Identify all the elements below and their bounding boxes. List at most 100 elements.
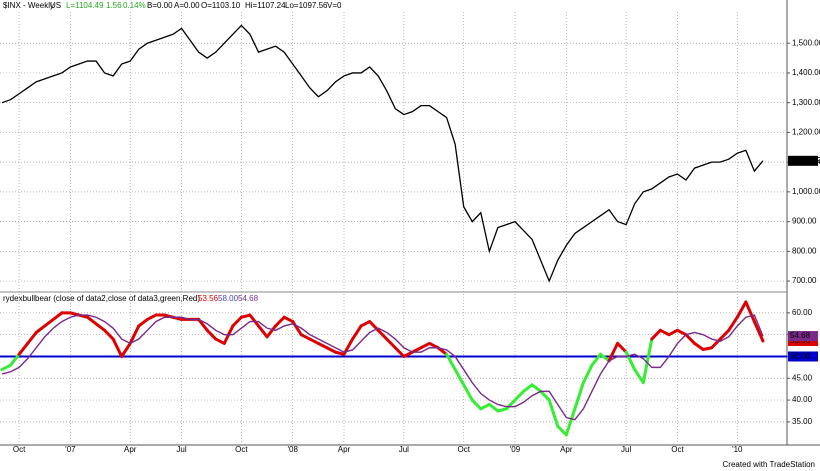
indicator-segment: [727, 315, 739, 332]
x-tick-label: Apr: [124, 445, 137, 454]
indicator-segment: [111, 337, 124, 358]
indicator-segment: [51, 311, 64, 321]
indicator-segment: [599, 352, 611, 363]
indicator-segment: [658, 328, 671, 337]
indicator-segment: [402, 350, 414, 358]
indicator-segment: [94, 322, 107, 332]
indicator-segment: [564, 407, 577, 437]
indicator-segment: [86, 315, 98, 326]
indicator-segment: [718, 328, 731, 341]
indicator-segment: [675, 328, 688, 337]
indicator-segment: [470, 398, 483, 411]
x-tick-label: Oct: [13, 445, 26, 454]
indicator-segment: [693, 341, 705, 352]
y-tick-label: 40.00: [792, 395, 813, 404]
indicator-segment: [667, 328, 679, 337]
y-tick-label: 35.00: [792, 417, 813, 426]
indicator-segment: [265, 324, 278, 339]
footer: Created with TradeStation: [723, 460, 816, 469]
indicator-segment: [539, 389, 551, 402]
reference-box: [788, 351, 818, 362]
x-tick-label: Jul: [399, 445, 409, 454]
indicator-segment: [103, 328, 115, 341]
detail: Lo=1097.56: [285, 1, 328, 10]
indicator-segment: [436, 346, 449, 356]
indicator-segment: [231, 315, 243, 328]
exchange: US: [50, 1, 61, 10]
detail: O=1103.10: [201, 1, 241, 10]
quote: L=1104.49: [66, 1, 104, 10]
x-tick-label: Jul: [621, 445, 631, 454]
indicator-segment: [308, 337, 320, 345]
x-tick-label: '10: [732, 445, 743, 454]
reading: 54.68: [238, 294, 259, 303]
indicator-segment: [752, 320, 765, 343]
indicator-segment: [573, 381, 585, 411]
x-tick-label: Oct: [235, 445, 248, 454]
indicator-segment: [248, 313, 260, 328]
indicator-title: rydexbullbear (close of data2,close of d…: [3, 294, 200, 303]
reading: 53.56: [198, 294, 219, 303]
indicator-segment: [205, 328, 218, 341]
indicator-segment: [274, 315, 286, 328]
indicator-segment: [684, 333, 697, 345]
indicator-segment: [410, 346, 423, 354]
indicator-segment: [145, 313, 158, 321]
indicator-segment: [547, 398, 560, 428]
indicator-segment: [316, 341, 329, 350]
indicator-segment: [214, 337, 226, 345]
y-tick-label: 1,400.00: [792, 68, 820, 77]
indicator-segment: [624, 350, 637, 372]
indicator-segment: [137, 317, 149, 328]
x-tick-label: Oct: [671, 445, 684, 454]
indicator-header: rydexbullbear (close of data2,close of d…: [3, 294, 259, 303]
y-tick-label: 1,300.00: [792, 98, 820, 107]
indicator-segment: [556, 424, 568, 437]
indicator-segment: [351, 324, 363, 341]
x-tick-label: '09: [510, 445, 521, 454]
last-value-box: [788, 331, 818, 342]
price-line: [1, 24, 764, 283]
indicator-segment: [419, 341, 431, 350]
last-value-label: 1,104.49: [790, 156, 820, 165]
indicator-segment: [641, 337, 654, 385]
indicator-segment: [359, 320, 372, 328]
x-tick-label: Jul: [176, 445, 186, 454]
y-tick-label: 1,500.00: [792, 38, 820, 47]
indicator-segment: [257, 324, 269, 339]
indicator-segment: [197, 317, 209, 332]
y-tick-label: 60.00: [792, 308, 813, 317]
y-tick-label: 900.00: [792, 217, 817, 226]
indicator-segment: [385, 337, 397, 350]
x-tick-label: '07: [65, 445, 76, 454]
y-tick-label: 1,200.00: [792, 128, 820, 137]
indicator-segment: [462, 383, 474, 402]
indicator-segment: [43, 317, 55, 328]
y-tick-label: 700.00: [792, 276, 817, 285]
indicator-segment: [453, 368, 466, 387]
signal-line: [1, 314, 764, 421]
indicator-segment: [0, 363, 13, 372]
reading: 58.00: [218, 294, 239, 303]
indicator-segment: [616, 341, 628, 354]
indicator-segment: [633, 368, 645, 385]
indicator-segment: [428, 341, 440, 350]
last-value-label: 54.68: [790, 331, 811, 340]
indicator-segment: [735, 300, 748, 319]
indicator-segment: [26, 331, 38, 345]
indicator-segment: [325, 346, 337, 354]
indicator-segment: [376, 328, 389, 341]
indicator-segment: [581, 363, 594, 385]
indicator-segment: [530, 383, 543, 393]
y-tick-label: 1,000.00: [792, 187, 820, 196]
indicator-segment: [744, 300, 756, 324]
x-tick-label: Apr: [338, 445, 351, 454]
detail: B=0.00: [147, 1, 173, 10]
indicator-segment: [34, 324, 47, 334]
detail: V=0: [327, 1, 342, 10]
indicator-segment: [445, 352, 457, 372]
indicator-segment: [282, 315, 295, 324]
quote: 0.14%: [123, 1, 146, 10]
y-tick-label: 45.00: [792, 373, 813, 382]
x-tick-label: Oct: [457, 445, 470, 454]
